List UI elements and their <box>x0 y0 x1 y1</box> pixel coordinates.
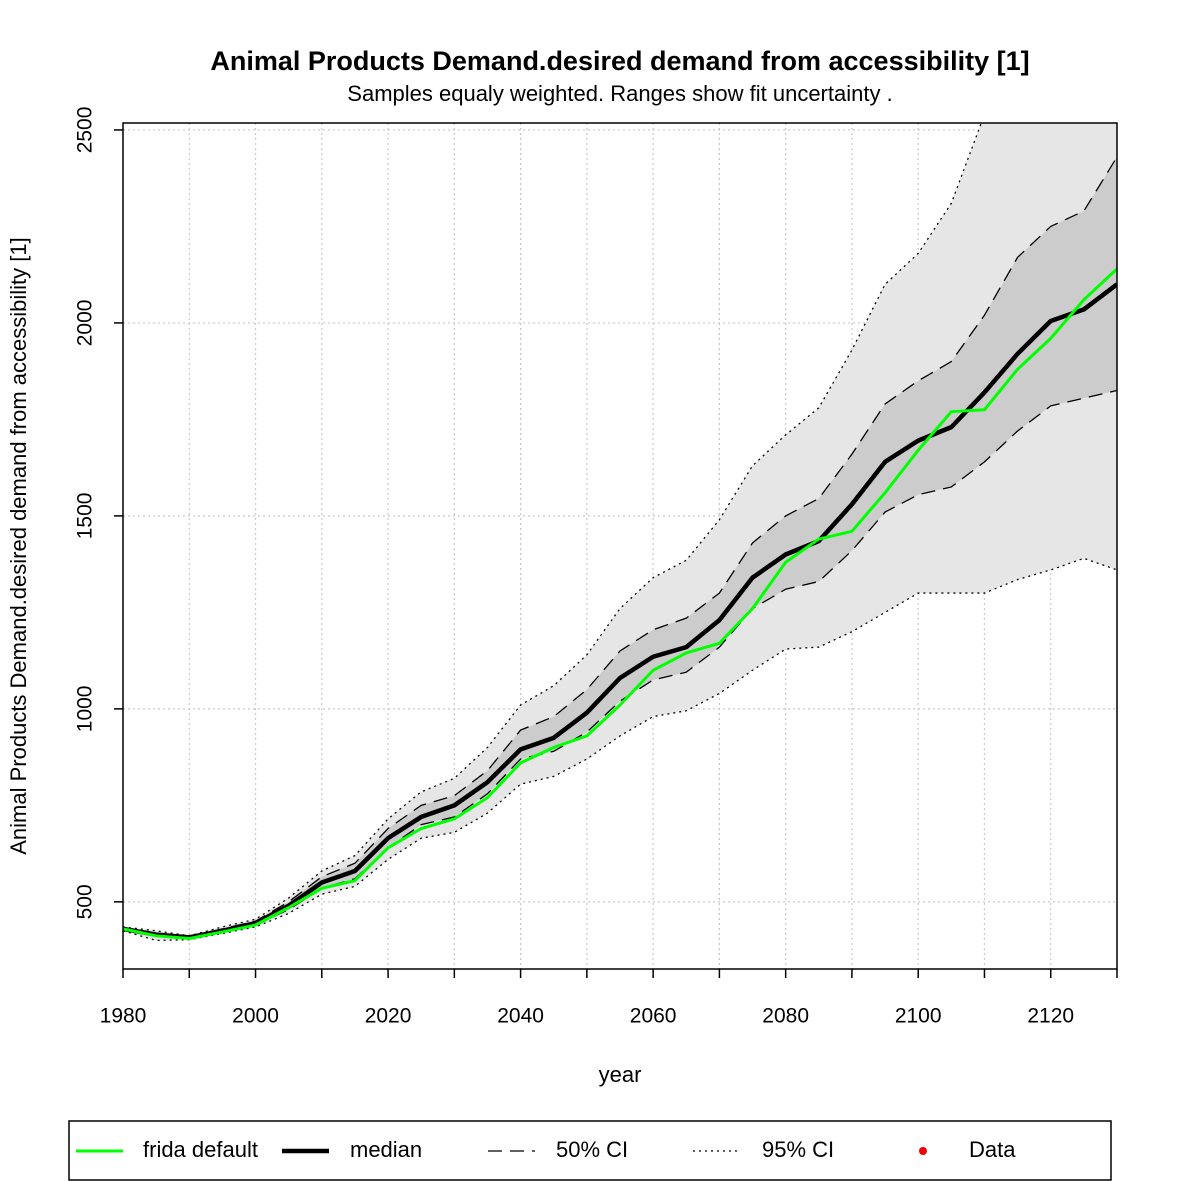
ci-line <box>123 123 982 937</box>
legend-swatch <box>919 1147 927 1155</box>
y-tick-label: 2500 <box>74 107 97 154</box>
y-axis-label: Animal Products Demand.desired demand fr… <box>6 237 31 855</box>
y-tick-label: 500 <box>74 884 97 919</box>
x-tick-label: 2120 <box>1027 1005 1074 1028</box>
y-tick-label: 1000 <box>74 686 97 733</box>
y-tick-label: 1500 <box>74 493 97 540</box>
ci-line <box>123 557 1117 942</box>
plot-area <box>123 123 1117 969</box>
chart-title: Animal Products Demand.desired demand fr… <box>210 46 1029 76</box>
legend-label: median <box>350 1137 422 1162</box>
chart-subtitle: Samples equaly weighted. Ranges show fit… <box>347 81 892 106</box>
x-tick-label: 2040 <box>497 1005 544 1028</box>
ci-line <box>123 156 1117 938</box>
legend-label: Data <box>969 1137 1016 1162</box>
x-tick-label: 2000 <box>232 1005 279 1028</box>
x-axis-label: year <box>599 1062 642 1087</box>
x-tick-label: 2100 <box>895 1005 942 1028</box>
plot-frame <box>122 122 1118 970</box>
legend-label: 50% CI <box>556 1137 628 1162</box>
x-tick-label: 1980 <box>100 1005 147 1028</box>
y-tick-label: 2000 <box>74 300 97 347</box>
x-tick-label: 2080 <box>762 1005 809 1028</box>
legend <box>68 1120 1112 1181</box>
x-tick-label: 2020 <box>365 1005 412 1028</box>
x-tick-label: 2060 <box>630 1005 677 1028</box>
ci-line <box>123 389 1117 940</box>
series-line <box>123 267 1117 941</box>
legend-label: 95% CI <box>762 1137 834 1162</box>
legend-label: frida default <box>143 1137 258 1162</box>
ci-band <box>123 123 1117 941</box>
series-line <box>123 282 1117 940</box>
